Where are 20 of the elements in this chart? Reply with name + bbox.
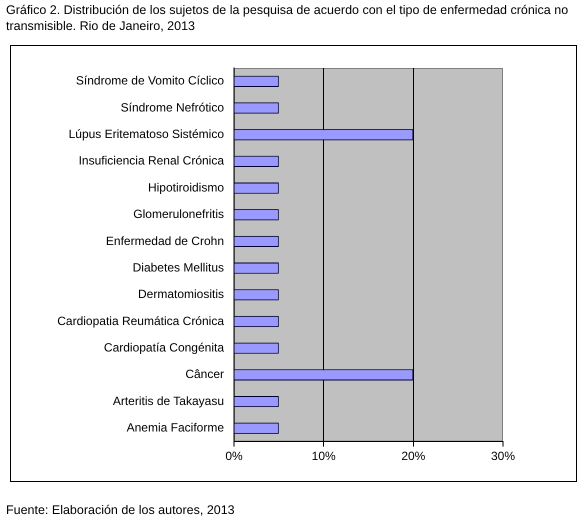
x-tick-label: 20%	[401, 449, 426, 464]
y-tick-label: Lúpus Eritematoso Sistémico	[68, 127, 224, 142]
source-note: Fuente: Elaboración de los autores, 2013	[6, 503, 235, 517]
y-tick-label: Síndrome Nefrótico	[120, 100, 224, 114]
y-tick-label: Insuficiencia Renal Crónica	[78, 154, 224, 168]
y-tick-label: Arteritis de Takayasu	[112, 394, 224, 408]
x-tick-label: 30%	[490, 449, 516, 464]
y-tick-label: Dermatomiositis	[138, 287, 224, 302]
y-tick-label: Cardiopatia Reumática Crónica	[57, 314, 224, 328]
y-tick-label: Cardiopatía Congénita	[104, 340, 224, 355]
y-tick-label: Diabetes Mellitus	[132, 260, 224, 274]
y-tick-label: Anemia Faciforme	[126, 420, 224, 435]
y-tick-label: Glomerulonefritis	[133, 207, 224, 222]
y-tick-label: Câncer	[185, 367, 224, 382]
y-tick-label: Enfermedad de Crohn	[106, 234, 224, 248]
chart-title: Gráfico 2. Distribución de los sujetos de la pesquisa de acuerdo con el tipo de enfermedad crónica no transmisible. Rio de Janeiro, 2013	[6, 2, 570, 34]
y-tick-label: Síndrome de Vomito Cíclico	[76, 74, 224, 88]
x-tick-label: 0%	[225, 449, 243, 464]
y-tick-label: Hipotiroidismo	[148, 180, 224, 194]
x-tick-label: 10%	[312, 449, 336, 464]
